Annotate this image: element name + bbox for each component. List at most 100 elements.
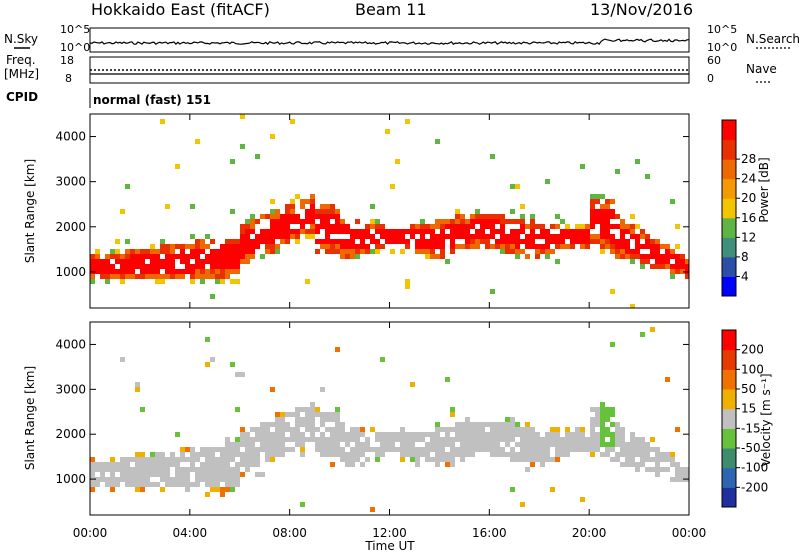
heatmap-cell <box>225 452 230 457</box>
heatmap-cell <box>575 437 580 442</box>
heatmap-cell <box>520 437 525 442</box>
heatmap-cell <box>460 422 465 427</box>
heatmap-cell <box>650 264 655 269</box>
heatmap-cell <box>295 427 300 432</box>
heatmap-cell <box>405 452 410 457</box>
heatmap-cell <box>565 452 570 457</box>
heatmap-cell <box>225 487 230 492</box>
heatmap-cell <box>605 407 610 412</box>
heatmap-cell <box>480 229 485 234</box>
heatmap-cell <box>350 254 355 259</box>
heatmap-cell <box>295 239 300 244</box>
heatmap-cell <box>450 447 455 452</box>
heatmap-cell <box>245 437 250 442</box>
heatmap-cell <box>425 254 430 259</box>
heatmap-cell <box>165 254 170 259</box>
heatmap-cell <box>365 457 370 462</box>
heatmap-cell <box>130 259 135 264</box>
heatmap-cell <box>545 447 550 452</box>
heatmap-cell <box>275 452 280 457</box>
heatmap-cell <box>385 129 390 134</box>
colorbar-swatch <box>722 369 736 390</box>
noise-search-label: N.Search <box>746 32 800 46</box>
heatmap-cell <box>420 437 425 442</box>
heatmap-cell <box>615 437 620 442</box>
heatmap-cell <box>260 442 265 447</box>
heatmap-cell <box>555 437 560 442</box>
heatmap-cell <box>295 234 300 239</box>
heatmap-cell <box>625 462 630 467</box>
heatmap-cell <box>290 427 295 432</box>
heatmap-cell <box>190 447 195 452</box>
heatmap-cell <box>675 467 680 472</box>
heatmap-cell <box>440 254 445 259</box>
heatmap-cell <box>280 219 285 224</box>
heatmap-cell <box>175 467 180 472</box>
heatmap-cell <box>620 432 625 437</box>
heatmap-cell <box>165 244 170 249</box>
heatmap-cell <box>220 264 225 269</box>
heatmap-cell <box>365 234 370 239</box>
heatmap-cell <box>250 447 255 452</box>
heatmap-cell <box>95 467 100 472</box>
heatmap-cell <box>155 452 160 457</box>
heatmap-cell <box>600 224 605 229</box>
heatmap-cell <box>185 482 190 487</box>
heatmap-cell <box>345 462 350 467</box>
heatmap-cell <box>110 249 115 254</box>
heatmap-cell <box>670 462 675 467</box>
heatmap-cell <box>660 254 665 259</box>
heatmap-cell <box>335 422 340 427</box>
heatmap-cell <box>220 269 225 274</box>
heatmap-cell <box>490 224 495 229</box>
heatmap-cell <box>205 254 210 259</box>
heatmap-cell <box>460 437 465 442</box>
heatmap-cell <box>310 234 315 239</box>
heatmap-cell <box>345 442 350 447</box>
heatmap-cell <box>535 249 540 254</box>
heatmap-cell <box>265 457 270 462</box>
heatmap-cell <box>520 442 525 447</box>
heatmap-cell <box>490 427 495 432</box>
heatmap-cell <box>185 457 190 462</box>
heatmap-cell <box>490 432 495 437</box>
heatmap-cell <box>90 259 95 264</box>
heatmap-cell <box>125 254 130 259</box>
heatmap-cell <box>160 119 165 124</box>
heatmap-cell <box>630 224 635 229</box>
heatmap-cell <box>385 437 390 442</box>
heatmap-cell <box>630 452 635 457</box>
heatmap-cell <box>625 457 630 462</box>
heatmap-cell <box>440 447 445 452</box>
heatmap-cell <box>360 239 365 244</box>
heatmap-cell <box>160 472 165 477</box>
heatmap-cell <box>510 244 515 249</box>
colorbar-swatch <box>722 120 736 141</box>
heatmap-cell <box>600 422 605 427</box>
colorbar-swatch <box>722 448 736 469</box>
heatmap-cell <box>195 249 200 254</box>
heatmap-cell <box>180 249 185 254</box>
heatmap-cell <box>420 447 425 452</box>
heatmap-cell <box>140 259 145 264</box>
heatmap-cell <box>150 249 155 254</box>
heatmap-cell <box>180 254 185 259</box>
heatmap-cell <box>230 457 235 462</box>
heatmap-cell <box>420 244 425 249</box>
heatmap-cell <box>210 452 215 457</box>
heatmap-cell <box>630 214 635 219</box>
heatmap-cell <box>515 432 520 437</box>
heatmap-cell <box>185 487 190 492</box>
heatmap-cell <box>205 259 210 264</box>
x-tick-label: 00:00 <box>73 526 108 540</box>
heatmap-cell <box>320 204 325 209</box>
heatmap-cell <box>600 442 605 447</box>
heatmap-cell <box>545 239 550 244</box>
heatmap-cell <box>265 234 270 239</box>
heatmap-cell <box>540 442 545 447</box>
heatmap-cell <box>520 502 525 507</box>
heatmap-cell <box>260 229 265 234</box>
heatmap-cell <box>175 269 180 274</box>
heatmap-cell <box>335 452 340 457</box>
heatmap-cell <box>550 437 555 442</box>
